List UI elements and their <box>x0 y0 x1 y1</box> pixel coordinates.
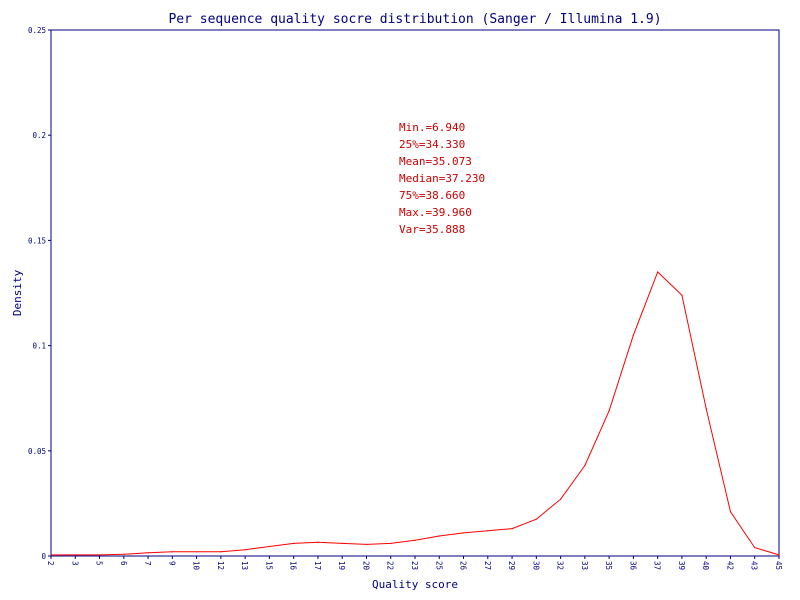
data-point <box>754 546 756 549</box>
x-tick-label: 3 <box>70 561 79 566</box>
plot-area-border <box>50 29 780 557</box>
y-tick-label: 0.15 <box>28 236 46 245</box>
summary-stat: Min.=6.940 <box>399 121 465 134</box>
chart-title: Per sequence quality socre distribution … <box>168 12 661 27</box>
data-point <box>414 539 416 541</box>
x-tick-label: 36 <box>628 561 637 571</box>
data-point <box>317 541 319 543</box>
x-tick-label: 10 <box>192 561 201 571</box>
x-tick-label: 42 <box>725 561 734 570</box>
x-tick-label: 39 <box>677 561 686 570</box>
y-tick-label: 0.1 <box>32 342 46 351</box>
data-point <box>438 535 440 537</box>
data-point <box>220 551 222 553</box>
x-tick-label: 5 <box>95 561 104 566</box>
data-point <box>778 554 780 556</box>
x-tick-label: 16 <box>289 561 298 571</box>
data-point <box>293 542 295 544</box>
x-tick-label: 32 <box>556 561 565 570</box>
data-point <box>487 530 489 532</box>
data-point <box>268 545 270 548</box>
data-point <box>462 532 465 534</box>
data-point <box>535 518 537 520</box>
summary-stat: Max.=39.960 <box>399 206 472 219</box>
y-tick-label: 0 <box>41 552 46 561</box>
series-layer <box>50 271 780 556</box>
x-tick-label: 7 <box>143 561 152 566</box>
summary-stat: 25%=34.330 <box>399 138 465 151</box>
x-tick-label: 26 <box>459 561 468 571</box>
y-axis-label: Density <box>11 269 24 316</box>
x-tick-label: 40 <box>701 561 710 571</box>
data-point <box>341 542 343 544</box>
x-axis-ticks: 2 3 5 6 7 9 10 12 13 15 16 17 19 20 22 23 25 26 27 29 30 32 33… <box>46 556 783 571</box>
data-point <box>632 334 635 336</box>
x-tick-label: 6 <box>119 561 128 566</box>
data-point <box>681 294 683 296</box>
summary-statistics: Min.=6.940 25%=34.330 Mean=35.073 Median=37… <box>399 121 485 236</box>
x-tick-label: 33 <box>580 561 589 570</box>
x-tick-label: 37 <box>653 561 662 570</box>
y-tick-label: 0.25 <box>28 26 46 35</box>
data-point <box>244 549 246 551</box>
y-tick-label: 0.2 <box>32 131 46 140</box>
x-tick-label: 30 <box>531 561 540 571</box>
x-tick-label: 23 <box>410 561 419 570</box>
x-tick-label: 25 <box>434 561 443 570</box>
data-point <box>365 543 368 546</box>
data-point <box>50 554 52 556</box>
data-point <box>390 542 392 544</box>
data-point <box>171 551 173 553</box>
data-point <box>74 554 76 556</box>
x-tick-label: 2 <box>46 561 55 566</box>
data-point <box>608 410 610 412</box>
x-tick-label: 29 <box>507 561 516 570</box>
data-point <box>584 464 586 467</box>
series-line <box>51 271 780 556</box>
x-tick-label: 9 <box>167 561 176 566</box>
x-tick-label: 13 <box>240 561 249 570</box>
x-tick-label: 20 <box>361 561 370 571</box>
summary-stat: Median=37.230 <box>399 172 485 185</box>
x-tick-label: 45 <box>774 561 783 570</box>
x-tick-label: 27 <box>483 561 492 570</box>
x-tick-label: 12 <box>216 561 225 570</box>
x-tick-label: 17 <box>313 561 322 570</box>
data-point <box>657 271 659 273</box>
data-point <box>511 528 513 530</box>
data-point <box>560 498 562 500</box>
data-point <box>196 551 198 553</box>
x-axis-label: Quality score <box>372 578 458 591</box>
y-tick-label: 0.05 <box>28 447 46 456</box>
data-point <box>705 408 707 410</box>
data-point <box>729 511 732 513</box>
data-point <box>123 553 125 555</box>
x-tick-label: 22 <box>386 561 395 570</box>
x-tick-label: 43 <box>750 561 759 570</box>
summary-stat: 75%=38.660 <box>399 189 465 202</box>
x-tick-label: 19 <box>337 561 346 570</box>
summary-stat: Mean=35.073 <box>399 155 472 168</box>
y-axis-ticks: 0 0.05 0.1 0.15 0.2 0.25 <box>28 26 51 561</box>
data-point <box>147 552 149 554</box>
x-tick-label: 35 <box>604 561 613 570</box>
summary-stat: Var=35.888 <box>399 223 465 236</box>
x-tick-label: 15 <box>264 561 273 570</box>
data-point <box>98 554 101 556</box>
